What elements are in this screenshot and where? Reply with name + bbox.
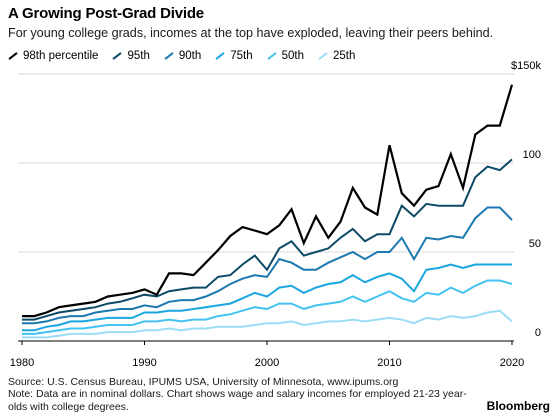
y-tick-label: 100	[523, 149, 541, 161]
series-lines	[22, 84, 514, 339]
chart-title: A Growing Post-Grad Divide	[8, 5, 204, 22]
series-line-90th	[22, 206, 513, 325]
x-tick-label: 2010	[377, 357, 401, 369]
chart-subtitle: For young college grads, incomes at the …	[8, 26, 494, 40]
x-tick-label: 1980	[10, 357, 34, 369]
y-tick-label: 0	[535, 327, 541, 339]
legend-item-75th: 75th	[215, 50, 253, 62]
legend-label-95th: 95th	[127, 50, 150, 62]
legend-item-50th: 50th	[267, 50, 304, 62]
series-line-98th	[22, 84, 514, 318]
legend-label-50th: 50th	[281, 50, 305, 62]
source-note: Source: U.S. Census Bureau, IPUMS USA, U…	[8, 376, 399, 388]
legend-item-90th: 90th	[164, 50, 201, 62]
series-line-25th	[22, 309, 513, 339]
y-tick-label: $150k	[511, 60, 541, 72]
legend-label-98th: 98th percentile	[23, 50, 99, 62]
legend-label-25th: 25th	[333, 50, 356, 62]
chart-legend: 98th percentile 95th 90th 75th 50th 25th	[8, 50, 369, 62]
x-axis: 1980 1990 2000 2010 2020	[10, 341, 524, 369]
legend-label-75th: 75th	[230, 50, 253, 62]
series-line-75th	[22, 263, 512, 332]
data-note: Note: Data are in nominal dollars. Chart…	[8, 388, 467, 413]
legend-item-25th: 25th	[318, 50, 355, 62]
x-tick-label: 2020	[500, 357, 524, 369]
legend-label-90th: 90th	[178, 50, 202, 62]
x-tick-label: 2000	[255, 357, 279, 369]
legend-item-95th: 95th	[112, 50, 150, 62]
bloomberg-logo: Bloomberg	[486, 399, 550, 413]
x-tick-label: 1990	[132, 357, 156, 369]
series-line-50th	[22, 279, 513, 335]
gridlines	[18, 73, 514, 342]
legend-item-98th: 98th percentile	[8, 50, 98, 62]
y-tick-label: 50	[529, 238, 541, 250]
y-axis: 0 50 100 $150k	[511, 60, 541, 339]
series-line-95th	[22, 158, 513, 321]
